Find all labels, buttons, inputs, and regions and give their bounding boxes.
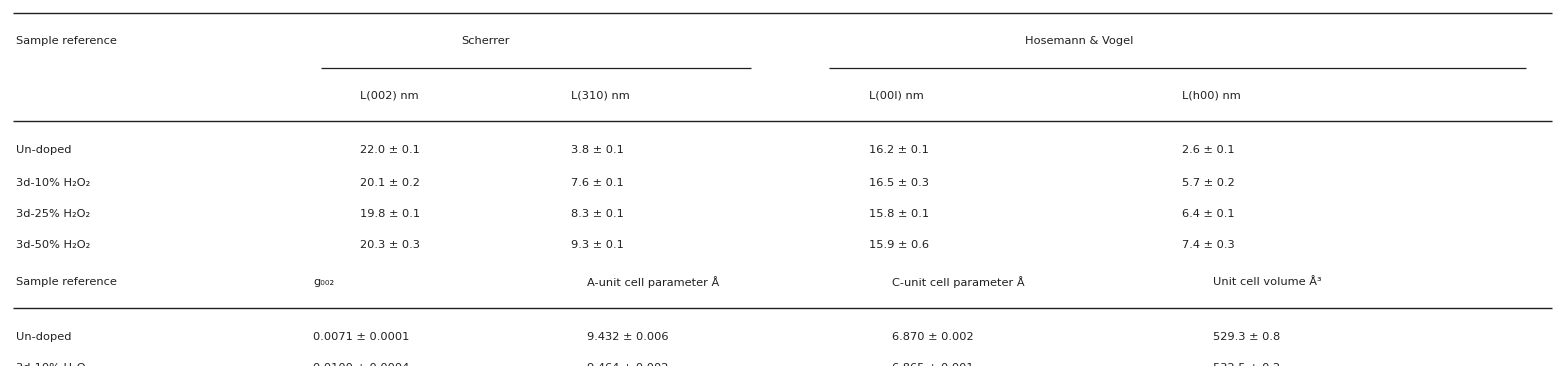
Text: 7.6 ± 0.1: 7.6 ± 0.1 xyxy=(571,178,624,188)
Text: L(00l) nm: L(00l) nm xyxy=(869,90,923,100)
Text: 3d-10% H₂O₂: 3d-10% H₂O₂ xyxy=(16,363,89,366)
Text: 5.7 ± 0.2: 5.7 ± 0.2 xyxy=(1182,178,1235,188)
Text: 16.2 ± 0.1: 16.2 ± 0.1 xyxy=(869,145,928,155)
Text: C-unit cell parameter Å: C-unit cell parameter Å xyxy=(892,276,1025,288)
Text: 7.4 ± 0.3: 7.4 ± 0.3 xyxy=(1182,240,1235,250)
Text: 9.432 ± 0.006: 9.432 ± 0.006 xyxy=(587,332,668,342)
Text: 9.3 ± 0.1: 9.3 ± 0.1 xyxy=(571,240,624,250)
Text: L(h00) nm: L(h00) nm xyxy=(1182,90,1241,100)
Text: 15.8 ± 0.1: 15.8 ± 0.1 xyxy=(869,209,928,219)
Text: 0.0071 ± 0.0001: 0.0071 ± 0.0001 xyxy=(313,332,410,342)
Text: 20.1 ± 0.2: 20.1 ± 0.2 xyxy=(360,178,419,188)
Text: A-unit cell parameter Å: A-unit cell parameter Å xyxy=(587,276,720,288)
Text: 20.3 ± 0.3: 20.3 ± 0.3 xyxy=(360,240,419,250)
Text: 3d-10% H₂O₂: 3d-10% H₂O₂ xyxy=(16,178,89,188)
Text: 15.9 ± 0.6: 15.9 ± 0.6 xyxy=(869,240,928,250)
Text: 22.0 ± 0.1: 22.0 ± 0.1 xyxy=(360,145,419,155)
Text: L(002) nm: L(002) nm xyxy=(360,90,418,100)
Text: 9.464 ± 0.002: 9.464 ± 0.002 xyxy=(587,363,668,366)
Text: 8.3 ± 0.1: 8.3 ± 0.1 xyxy=(571,209,624,219)
Text: Sample reference: Sample reference xyxy=(16,36,116,46)
Text: 6.870 ± 0.002: 6.870 ± 0.002 xyxy=(892,332,973,342)
Text: Sample reference: Sample reference xyxy=(16,277,116,287)
Text: 529.3 ± 0.8: 529.3 ± 0.8 xyxy=(1213,332,1280,342)
Text: g₀₀₂: g₀₀₂ xyxy=(313,277,333,287)
Text: 16.5 ± 0.3: 16.5 ± 0.3 xyxy=(869,178,928,188)
Text: 2.6 ± 0.1: 2.6 ± 0.1 xyxy=(1182,145,1235,155)
Text: 3d-25% H₂O₂: 3d-25% H₂O₂ xyxy=(16,209,89,219)
Text: L(310) nm: L(310) nm xyxy=(571,90,631,100)
Text: Un-doped: Un-doped xyxy=(16,332,70,342)
Text: 6.4 ± 0.1: 6.4 ± 0.1 xyxy=(1182,209,1235,219)
Text: Un-doped: Un-doped xyxy=(16,145,70,155)
Text: 532.5 ± 0.2: 532.5 ± 0.2 xyxy=(1213,363,1280,366)
Text: Unit cell volume Å³: Unit cell volume Å³ xyxy=(1213,277,1321,287)
Text: 3d-50% H₂O₂: 3d-50% H₂O₂ xyxy=(16,240,89,250)
Text: 6.865 ± 0.001: 6.865 ± 0.001 xyxy=(892,363,973,366)
Text: 3.8 ± 0.1: 3.8 ± 0.1 xyxy=(571,145,624,155)
Text: Hosemann & Vogel: Hosemann & Vogel xyxy=(1025,36,1133,46)
Text: 0.0100 ± 0.0004: 0.0100 ± 0.0004 xyxy=(313,363,410,366)
Text: Scherrer: Scherrer xyxy=(462,36,510,46)
Text: 19.8 ± 0.1: 19.8 ± 0.1 xyxy=(360,209,419,219)
